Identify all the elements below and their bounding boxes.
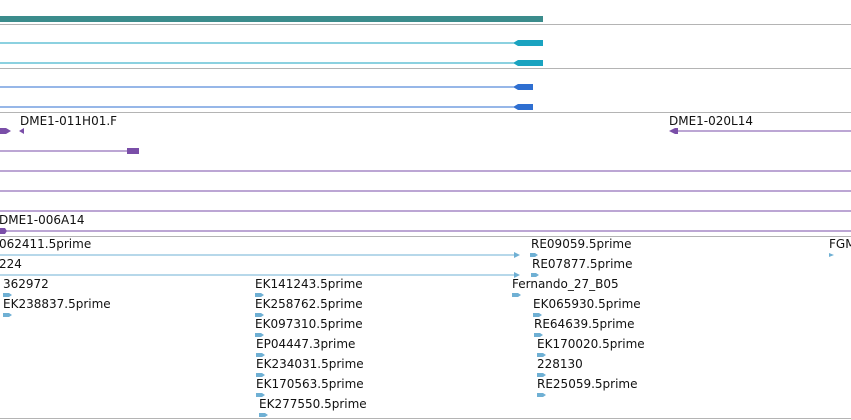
- est-label[interactable]: EK258762.5prime: [255, 297, 363, 311]
- gene-bar[interactable]: [0, 16, 543, 22]
- est-arrow-far-right[interactable]: [829, 253, 834, 257]
- est-mark-right-5[interactable]: [537, 373, 546, 377]
- est-label[interactable]: EK234031.5prime: [256, 357, 364, 371]
- est-arrow-right-b[interactable]: [531, 273, 539, 277]
- transcript-cyan-2[interactable]: [0, 60, 543, 66]
- est-label[interactable]: EK170020.5prime: [537, 337, 645, 351]
- clone-right-line[interactable]: [669, 128, 851, 134]
- clone-arrow-left-1[interactable]: [0, 128, 11, 134]
- est-label[interactable]: 062411.5prime: [0, 237, 92, 251]
- est-line-2[interactable]: [0, 272, 520, 278]
- est-label[interactable]: EK065930.5prime: [533, 297, 641, 311]
- est-label[interactable]: EK141243.5prime: [255, 277, 363, 291]
- est-label[interactable]: EK170563.5prime: [256, 377, 364, 391]
- est-mark-right-2[interactable]: [533, 313, 542, 317]
- track-separator-5: [0, 418, 851, 419]
- est-mark-mid-1[interactable]: [255, 293, 264, 297]
- track-separator-2: [0, 68, 851, 69]
- track-separator-3: [0, 112, 851, 113]
- transcript-cyan-1[interactable]: [0, 40, 543, 46]
- transcript-blue-2[interactable]: [0, 104, 533, 110]
- track-separator-4: [0, 236, 851, 237]
- est-mark-mid-2[interactable]: [255, 313, 264, 317]
- est-label[interactable]: EK097310.5prime: [255, 317, 363, 331]
- est-label[interactable]: EK277550.5prime: [259, 397, 367, 411]
- est-mark-mid-6[interactable]: [256, 393, 265, 397]
- est-label[interactable]: RE25059.5prime: [537, 377, 638, 391]
- clone-label-bottom[interactable]: DME1-006A14: [0, 213, 85, 227]
- est-line-1[interactable]: [0, 252, 520, 258]
- est-label[interactable]: EP04447.3prime: [256, 337, 356, 351]
- est-mark-mid-3[interactable]: [255, 333, 264, 337]
- est-label[interactable]: 228130: [537, 357, 583, 371]
- clone-label-left[interactable]: DME1-011H01.F: [20, 114, 118, 128]
- est-mark-left-2[interactable]: [3, 313, 12, 317]
- est-mark-right-4[interactable]: [537, 353, 546, 357]
- clone-line-2[interactable]: [0, 148, 139, 154]
- track-separator-1: [0, 24, 851, 25]
- est-arrow-right-a[interactable]: [530, 253, 538, 257]
- clone-arrow-left-2[interactable]: [19, 128, 24, 134]
- est-label[interactable]: RE07877.5prime: [532, 257, 633, 271]
- est-label[interactable]: 362972: [3, 277, 49, 291]
- est-mark-mid-4[interactable]: [256, 353, 265, 357]
- est-label[interactable]: 224: [0, 257, 22, 271]
- clone-label-right[interactable]: DME1-020L14: [669, 114, 753, 128]
- est-label[interactable]: RE09059.5prime: [531, 237, 632, 251]
- est-label[interactable]: EK238837.5prime: [3, 297, 111, 311]
- est-label[interactable]: FGM: [829, 237, 851, 251]
- est-mark-right-1[interactable]: [512, 293, 521, 297]
- est-mark-right-3[interactable]: [534, 333, 543, 337]
- est-mark-mid-7[interactable]: [259, 413, 268, 417]
- clone-line-6[interactable]: [0, 228, 851, 234]
- est-mark-mid-5[interactable]: [256, 373, 265, 377]
- est-label[interactable]: RE64639.5prime: [534, 317, 635, 331]
- transcript-blue-1[interactable]: [0, 84, 533, 90]
- est-mark-left-1[interactable]: [3, 293, 12, 297]
- est-label[interactable]: Fernando_27_B05: [512, 277, 619, 291]
- est-mark-right-6[interactable]: [537, 393, 546, 397]
